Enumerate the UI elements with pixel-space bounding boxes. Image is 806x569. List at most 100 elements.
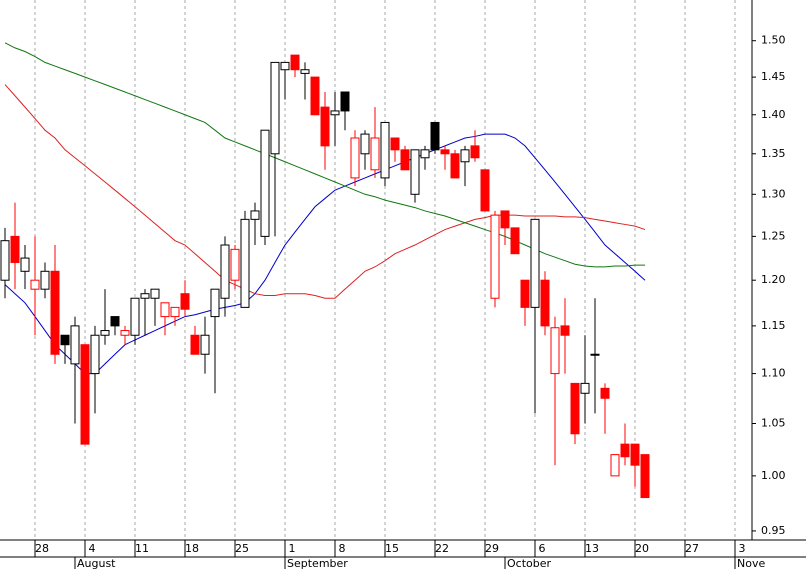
candle-body <box>280 61 290 71</box>
candle-body <box>550 327 560 375</box>
month-label: September <box>287 557 348 569</box>
month-label: Nove <box>737 557 765 569</box>
y-tick-label: 1.10 <box>761 367 786 380</box>
candle-body <box>240 218 250 308</box>
candle-body <box>580 382 590 394</box>
candle-body <box>310 76 320 116</box>
x-tick-label: 20 <box>635 542 649 555</box>
candle-body <box>470 145 480 159</box>
y-tick-label: 1.20 <box>761 273 786 286</box>
candle-body <box>30 279 40 290</box>
month-label: August <box>77 557 116 569</box>
candle-body <box>300 69 310 74</box>
x-tick-label: 11 <box>135 542 149 555</box>
candle-body <box>400 149 410 171</box>
y-tick-label: 1.35 <box>761 147 786 160</box>
candle-body <box>360 133 370 155</box>
candle-body <box>600 387 610 399</box>
candle-body <box>510 227 520 255</box>
candle-body <box>440 149 450 155</box>
x-tick-label: 4 <box>89 542 96 555</box>
x-tick-label: 28 <box>35 542 49 555</box>
y-tick-label: 0.95 <box>761 524 786 537</box>
y-tick-label: 1.00 <box>761 469 786 482</box>
candle-body <box>160 302 170 318</box>
candle-body <box>270 61 280 155</box>
candle-body <box>110 316 120 327</box>
y-tick-label: 1.30 <box>761 187 786 200</box>
y-tick-label: 1.25 <box>761 229 786 242</box>
candle-body <box>120 330 130 336</box>
candle-body <box>90 334 100 375</box>
x-tick-label: 15 <box>385 542 399 555</box>
candle-body <box>330 110 340 116</box>
x-tick-label: 25 <box>235 542 249 555</box>
x-tick-label: 1 <box>289 542 296 555</box>
candle-body <box>540 279 550 327</box>
candle-body <box>390 137 400 151</box>
x-tick-label: 18 <box>185 542 199 555</box>
candle-body <box>0 240 10 281</box>
candle-body <box>230 248 240 281</box>
y-tick-label: 1.45 <box>761 70 786 83</box>
x-tick-label: 6 <box>539 542 546 555</box>
candle-body <box>570 382 580 435</box>
candle-body <box>180 293 190 310</box>
x-tick-label: 8 <box>339 542 346 555</box>
candle-body <box>450 153 460 179</box>
candle-body <box>100 330 110 336</box>
candle-body <box>640 454 650 499</box>
y-tick-label: 1.05 <box>761 417 786 430</box>
month-label: October <box>507 557 551 569</box>
candle-body <box>40 270 50 290</box>
candle-body <box>260 129 270 237</box>
candle-body <box>190 334 200 355</box>
y-tick-label: 1.40 <box>761 108 786 121</box>
candle-body <box>420 149 430 159</box>
candle-body <box>70 325 80 365</box>
moving-average-line <box>4 133 646 375</box>
candle-body <box>380 121 390 179</box>
candle-body <box>20 257 30 272</box>
candle-body <box>220 244 230 299</box>
x-tick-label: 13 <box>585 542 599 555</box>
x-tick-label: 22 <box>435 542 449 555</box>
candle-body <box>340 91 350 112</box>
candle-body <box>430 121 440 151</box>
candle-body <box>80 344 90 445</box>
candle-body <box>250 210 260 220</box>
candle-body <box>130 297 140 336</box>
candle-body <box>50 270 60 355</box>
candle-body <box>490 214 500 299</box>
x-tick-label: 27 <box>685 542 699 555</box>
candle-body <box>170 306 180 318</box>
candle-body <box>520 279 530 308</box>
candle-body <box>610 454 620 477</box>
candle-body <box>590 353 600 356</box>
candle-body <box>460 149 470 163</box>
candle-body <box>530 218 540 308</box>
x-tick-label: 3 <box>739 542 746 555</box>
y-tick-label: 1.15 <box>761 319 786 332</box>
candle-body <box>410 149 420 195</box>
candle-body <box>500 210 510 229</box>
candle-body <box>350 137 360 179</box>
candle-body <box>290 54 300 71</box>
candle-body <box>150 288 160 299</box>
candle-body <box>140 293 150 299</box>
candle-body <box>10 235 20 263</box>
candle-body <box>560 325 570 336</box>
candle-body <box>480 169 490 212</box>
candle-body <box>210 288 220 318</box>
moving-average-line <box>4 84 646 299</box>
y-tick-label: 1.50 <box>761 34 786 47</box>
candle-body <box>60 334 70 346</box>
candle-body <box>630 443 640 466</box>
candle-body <box>200 334 210 355</box>
x-tick-label: 29 <box>485 542 499 555</box>
candle-body <box>370 137 380 171</box>
candle-body <box>320 106 330 147</box>
candle-body <box>620 443 630 458</box>
